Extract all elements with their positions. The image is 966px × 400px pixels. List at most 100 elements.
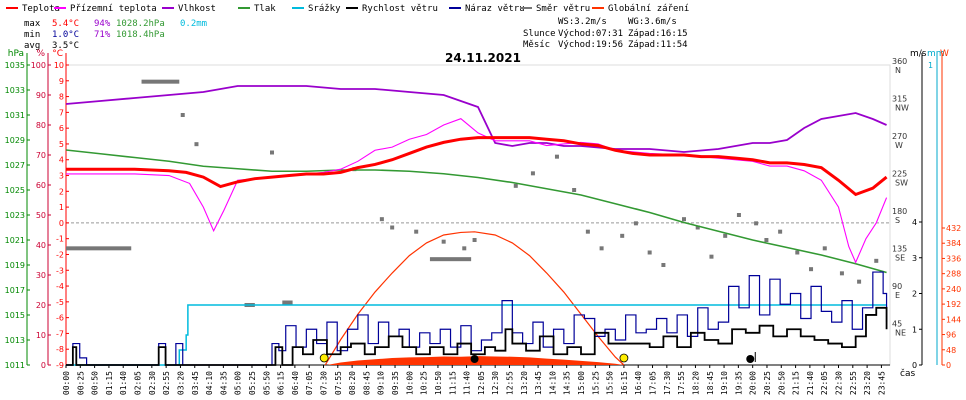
axis-dir-name-6: E	[895, 291, 900, 300]
wind-dir-point-27	[778, 229, 783, 234]
axis-celsius-tick-label-16: -6	[56, 314, 64, 323]
axis-dir-name-1: NW	[895, 104, 909, 113]
x-tick-label-2: 00:50	[91, 371, 100, 395]
wind-speed-summary: WS:3.2m/s	[558, 17, 607, 27]
axis-celsius-tick-label-12: -2	[56, 250, 64, 259]
wind-dir-point-28	[795, 250, 800, 255]
chart-title: 24.11.2021	[445, 51, 521, 65]
x-tick-label-32: 13:20	[520, 371, 529, 395]
x-tick-label-1: 00:25	[76, 371, 85, 395]
axis-hpa-tick-label-10: 1015	[5, 311, 25, 320]
axis-hpa-tick-label-2: 1031	[5, 111, 25, 120]
marks	[65, 79, 888, 366]
x-tick-label-9: 03:45	[191, 371, 200, 395]
axis-dir-name-3: SW	[895, 179, 908, 188]
humidity-line	[65, 85, 887, 153]
wind-dir-segment-0	[66, 246, 132, 251]
x-tick-label-28: 11:40	[463, 371, 472, 395]
axis-celsius-tick-label-1: 9	[59, 77, 64, 86]
axis-percent-unit: %	[36, 49, 45, 59]
stats-avg-temp: 3.5°C	[52, 41, 79, 51]
axis-percent-tick-label-1: 90	[36, 91, 46, 100]
axis-hpa-tick-label-0: 1035	[5, 61, 25, 70]
axis-celsius-tick-label-0: 10	[54, 61, 64, 70]
wind-dir-point-10	[513, 183, 518, 188]
wind-dir-point-30	[822, 246, 827, 251]
x-tick-label-5: 02:05	[134, 371, 143, 395]
axis-dir-deg-5: 135	[892, 245, 907, 254]
wind-dir-point-23	[723, 233, 728, 238]
legend-label-6: Náraz větru	[465, 4, 525, 14]
legend-label-5: Rychlost větru	[362, 4, 438, 14]
x-tick-label-33: 13:45	[534, 371, 543, 395]
axis-percent-tick-label-3: 70	[36, 151, 46, 160]
x-tick-label-29: 12:05	[477, 371, 486, 395]
wind-dir-segment-3	[282, 300, 293, 305]
x-tick-label-43: 17:55	[677, 371, 686, 395]
axis-dir-name-7: NE	[895, 329, 906, 338]
axis-w-tick-label-1: 384	[946, 239, 961, 248]
x-tick-label-51: 21:15	[792, 371, 801, 395]
wind-dir-point-22	[709, 254, 714, 259]
axis-percent-tick-label-0: 100	[31, 61, 46, 70]
axis-hpa-tick-label-12: 1011	[5, 361, 25, 370]
axis-dir-name-0: N	[895, 66, 901, 75]
axis-percent-tick-label-10: 0	[41, 361, 46, 370]
axis-ms-tick-label-0: 4	[912, 218, 917, 227]
x-tick-label-56: 23:20	[863, 371, 872, 395]
axis-hpa-tick-label-8: 1019	[5, 261, 25, 270]
legend-label-1: Přízemní teplota	[70, 4, 157, 14]
axis-w-tick-label-0: 432	[946, 224, 961, 233]
pressure-line	[65, 149, 887, 274]
x-tick-label-34: 14:10	[548, 371, 557, 395]
stats-avg-label: avg	[24, 41, 40, 51]
x-tick-label-20: 08:20	[348, 371, 357, 395]
x-tick-label-53: 22:05	[820, 371, 829, 395]
axis-w-tick-label-5: 192	[946, 300, 961, 309]
axis-hpa-tick-label-6: 1023	[5, 211, 25, 220]
wind-dir-point-14	[585, 229, 590, 234]
axis-w-tick-label-8: 48	[946, 346, 956, 355]
wind-dir-point-20	[682, 217, 686, 222]
sunset-marker	[619, 353, 629, 363]
x-tick-label-14: 05:50	[262, 371, 271, 395]
x-tick-label-31: 12:55	[505, 371, 514, 395]
stats-max-temp: 5.4°C	[52, 19, 79, 29]
wind-dir-point-12	[554, 154, 559, 159]
axis-celsius-tick-label-18: -8	[56, 345, 64, 354]
axis-dir-deg-2: 270	[892, 132, 907, 141]
x-tick-label-24: 10:00	[405, 371, 414, 395]
x-tick-label-23: 09:35	[391, 371, 400, 395]
x-tick-label-17: 07:05	[305, 371, 314, 395]
x-tick-label-12: 05:00	[234, 371, 243, 395]
axis-dir-deg-6: 90	[892, 282, 902, 291]
moon-set: Západ:11:54	[628, 40, 688, 50]
axis-ms-tick-label-1: 3	[912, 254, 917, 263]
wind-dir-segment-1	[141, 79, 180, 84]
axis-hpa-tick-label-5: 1025	[5, 186, 25, 195]
x-tick-label-22: 09:10	[377, 371, 386, 395]
wind-dir-point-15	[599, 246, 604, 251]
x-tick-label-19: 07:55	[334, 371, 343, 395]
axis-percent-tick-label-5: 50	[36, 211, 46, 220]
axis-percent-tick-label-8: 20	[36, 301, 46, 310]
axis-ms-unit: m/s	[910, 49, 927, 59]
axis-celsius-tick-label-8: 2	[59, 187, 64, 196]
axis-celsius-tick-label-13: -3	[56, 266, 64, 275]
axis-w-tick-label-2: 336	[946, 254, 961, 263]
wind-dir-point-31	[839, 271, 844, 276]
axis-celsius-tick-label-19: -9	[56, 361, 64, 370]
moonset-marker	[470, 355, 479, 363]
stats-min-press: 1018.4hPa	[116, 30, 165, 40]
wind-dir-point-26	[764, 238, 769, 242]
x-tick-label-4: 01:40	[119, 371, 128, 395]
axis-dir-name-2: W	[895, 141, 903, 150]
wind-dir-point-8	[462, 246, 467, 251]
axis-celsius-tick-label-2: 8	[59, 93, 64, 102]
x-tick-label-41: 17:05	[649, 371, 658, 395]
wind-gust-summary: WG:3.6m/s	[628, 17, 677, 27]
axis-ms-tick-label-4: 0	[912, 361, 917, 370]
stats-max-press: 1028.2hPa	[116, 19, 165, 29]
wind-dir-point-32	[857, 279, 862, 284]
